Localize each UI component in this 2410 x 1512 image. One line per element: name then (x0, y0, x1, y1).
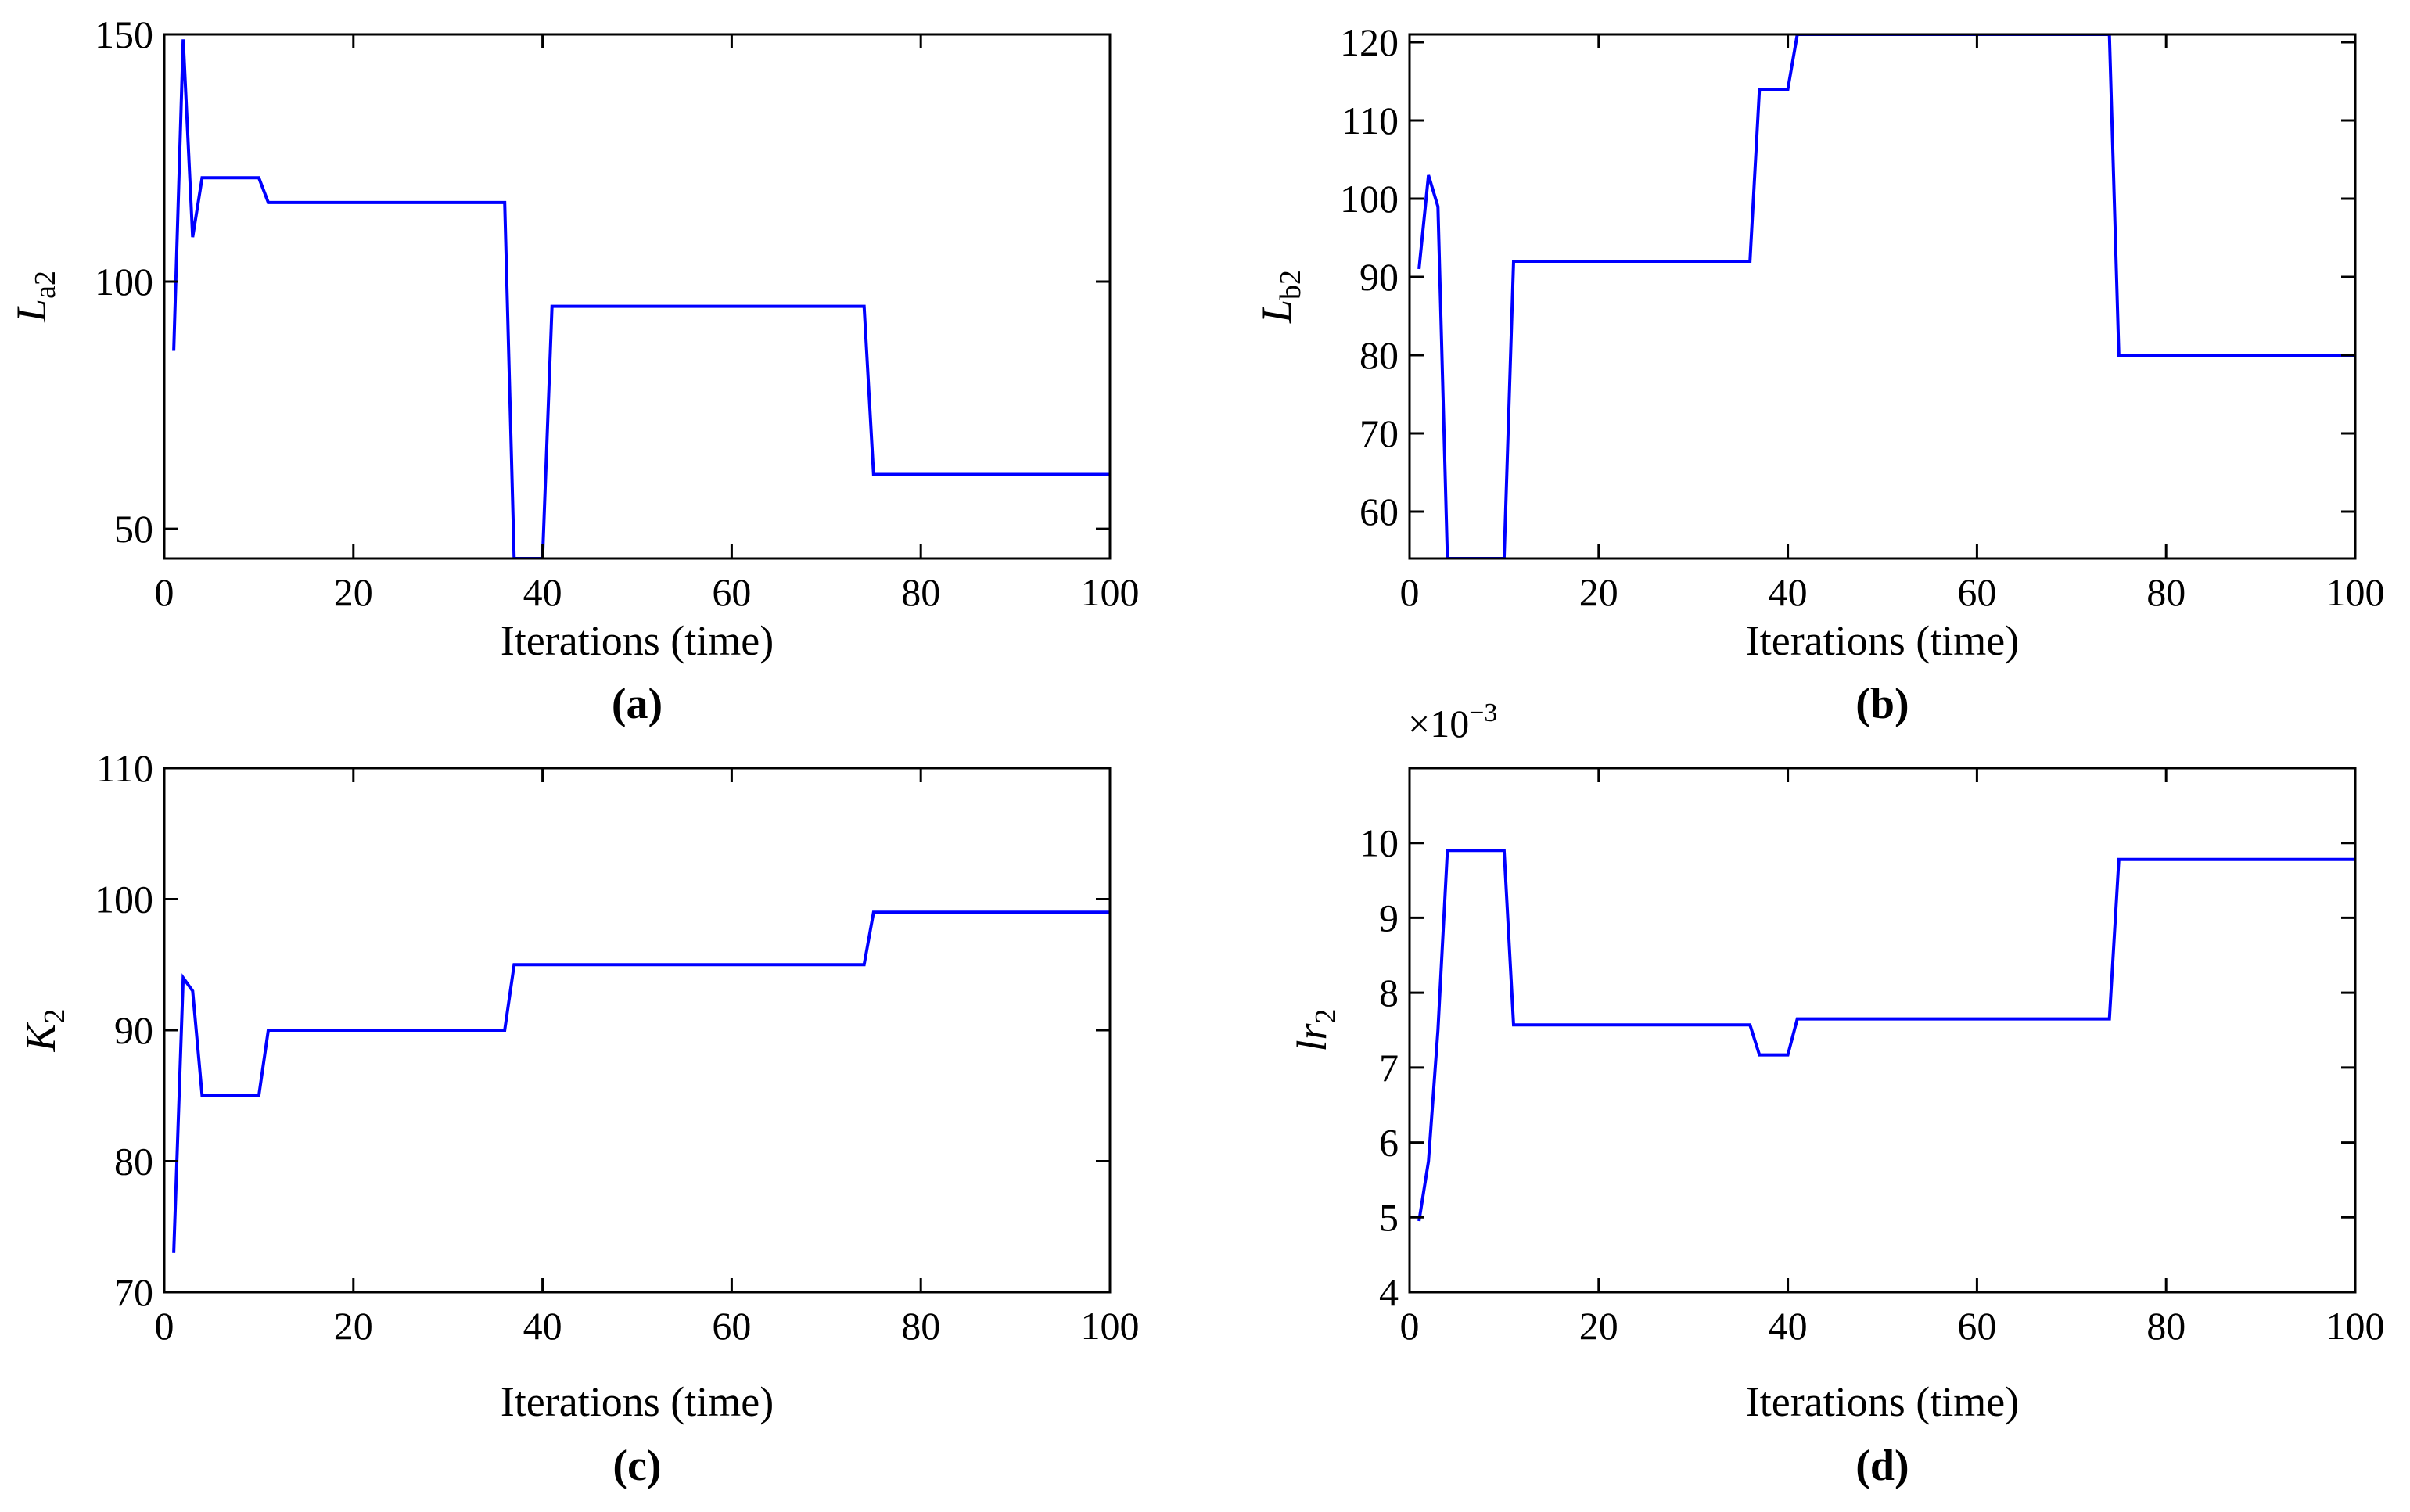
y-tick-label: 110 (96, 746, 153, 790)
y-tick-label: 80 (114, 1140, 153, 1183)
y-tick-label: 9 (1379, 896, 1399, 939)
y-tick-label: 80 (1359, 333, 1399, 377)
series-line (172, 910, 1110, 1253)
y-axis-label: lr2 (1288, 1008, 1342, 1051)
axes-box (1408, 33, 2357, 560)
x-tick-label: 0 (1400, 1304, 1420, 1348)
y-axis-label-subscript: a2 (29, 271, 62, 299)
x-tick-label: 20 (334, 1304, 373, 1348)
exponent-label-base: ×10 (1408, 702, 1469, 745)
x-tick-label: 20 (334, 570, 373, 614)
y-axis-label: K2 (17, 1008, 71, 1052)
y-axis-label-subscript: 2 (38, 1008, 71, 1023)
panel-b: 0 20 40 60 80 100 60 70 80 90 100 110 120 Iterations … (1253, 20, 2385, 728)
panel-label: (d) (1855, 1442, 1909, 1490)
y-tick-label: 60 (1359, 490, 1399, 533)
axes-box (163, 33, 1112, 560)
series-line (172, 39, 1110, 558)
y-tick-label: 100 (95, 260, 153, 303)
y-tick-label: 4 (1379, 1270, 1399, 1314)
x-tick-label: 60 (1957, 1304, 1996, 1348)
x-tick-label: 0 (155, 1304, 174, 1348)
y-tick-label: 150 (95, 13, 153, 56)
x-tick-label: 40 (1769, 570, 1808, 614)
panel-label: (c) (612, 1442, 661, 1490)
y-tick-label: 90 (1359, 255, 1399, 299)
y-axis-label-base: lr (1288, 1023, 1335, 1052)
panel-c: 0 20 40 60 80 100 70 80 90 100 110 Iterations (time… (17, 746, 1140, 1490)
y-tick-label: 70 (114, 1270, 153, 1314)
x-tick-label: 80 (901, 1304, 940, 1348)
x-tick-label: 40 (1769, 1304, 1808, 1348)
x-tick-label: 20 (1579, 570, 1618, 614)
y-tick-label: 5 (1379, 1195, 1399, 1239)
x-tick-label: 60 (712, 1304, 751, 1348)
y-axis-label-base: K (17, 1022, 64, 1053)
y-axis-label-base: L (1253, 300, 1300, 324)
axes-box (1408, 767, 2357, 1294)
x-tick-label: 80 (2146, 1304, 2186, 1348)
exponent-label-superscript: −3 (1469, 699, 1497, 727)
y-tick-label: 6 (1379, 1121, 1399, 1165)
x-tick-label: 0 (155, 570, 174, 614)
y-axis-label-subscript: b2 (1274, 270, 1307, 300)
y-tick-label: 110 (1341, 99, 1399, 142)
y-tick-label: 120 (1340, 20, 1399, 64)
panel-label: (a) (612, 680, 663, 728)
y-tick-label: 8 (1379, 971, 1399, 1015)
x-tick-label: 40 (523, 570, 562, 614)
y-axis-label-subscript: 2 (1309, 1008, 1342, 1023)
panel-d: 0 20 40 60 80 100 4 5 6 7 8 9 10 Iterations (time) lr2… (1288, 699, 2385, 1490)
y-tick-label: 10 (1359, 821, 1399, 865)
x-tick-label: 100 (2326, 1304, 2385, 1348)
y-tick-label: 7 (1379, 1046, 1399, 1090)
y-axis-label: Lb2 (1253, 270, 1307, 324)
y-tick-label: 90 (114, 1008, 153, 1052)
series-line (1417, 34, 2355, 558)
x-tick-label: 20 (1579, 1304, 1618, 1348)
panel-a: 0 20 40 60 80 100 50 100 150 Iterations (time) La2… (8, 13, 1140, 728)
x-tick-label: 60 (712, 570, 751, 614)
x-tick-label: 100 (2326, 570, 2385, 614)
series-line (1417, 849, 2355, 1222)
x-tick-label: 80 (901, 570, 940, 614)
x-axis-label: Iterations (time) (501, 617, 774, 664)
y-axis-label: La2 (8, 271, 62, 323)
x-tick-label: 60 (1957, 570, 1996, 614)
exponent-label: ×10−3 (1408, 699, 1497, 745)
x-axis-label: Iterations (time) (1746, 1378, 2019, 1425)
y-tick-label: 50 (114, 507, 153, 551)
y-axis-label-base: L (8, 299, 55, 323)
y-tick-label: 100 (95, 878, 153, 921)
y-tick-label: 100 (1340, 177, 1399, 221)
panel-label: (b) (1855, 680, 1909, 728)
x-axis-label: Iterations (time) (501, 1378, 774, 1425)
x-tick-label: 100 (1081, 570, 1140, 614)
x-axis-label: Iterations (time) (1746, 617, 2019, 664)
x-tick-label: 100 (1081, 1304, 1140, 1348)
x-tick-label: 40 (523, 1304, 562, 1348)
x-tick-label: 80 (2146, 570, 2186, 614)
x-tick-label: 0 (1400, 570, 1420, 614)
y-tick-label: 70 (1359, 411, 1399, 455)
